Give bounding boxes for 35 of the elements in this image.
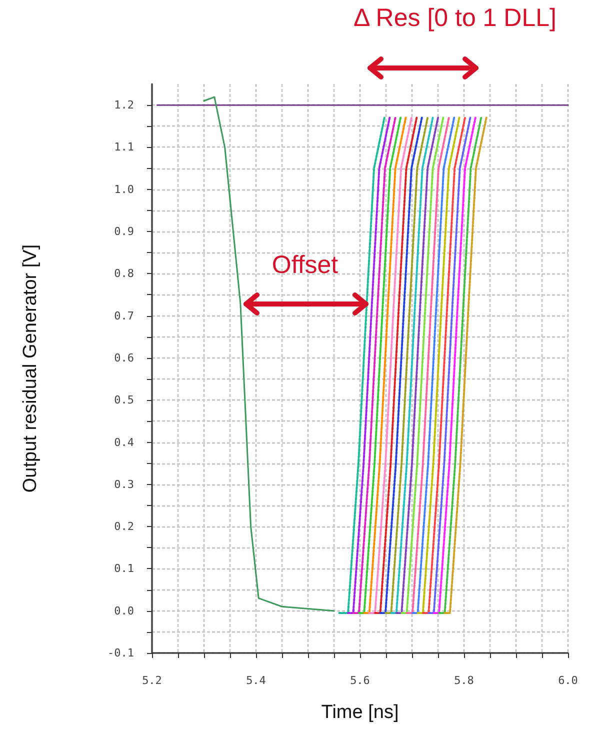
x-tick-label: 5.4 bbox=[246, 674, 266, 687]
line-series bbox=[406, 116, 450, 614]
text: Δ Res [0 to 1 DLL] bbox=[352, 4, 558, 33]
y-tick-label: 0.5 bbox=[114, 394, 134, 407]
line-series bbox=[438, 116, 482, 614]
x-tick-label: 5.8 bbox=[454, 674, 474, 687]
x-tick-label: 5.6 bbox=[350, 674, 370, 687]
y-tick-label: -0.1 bbox=[108, 646, 134, 660]
y-tick-label: 0.7 bbox=[114, 309, 134, 322]
line-series bbox=[368, 116, 412, 614]
y-tick-label: 1.2 bbox=[114, 98, 134, 112]
y-tick-label: 0.1 bbox=[114, 562, 134, 576]
x-tick-label: 6.0 bbox=[558, 674, 578, 687]
annotation: Offset bbox=[270, 251, 340, 280]
y-tick-label: 0.6 bbox=[114, 351, 134, 364]
line-series bbox=[358, 116, 402, 614]
y-tick-label: 0.2 bbox=[114, 520, 134, 534]
line-series bbox=[422, 116, 466, 614]
y-tick-label: 0.8 bbox=[114, 267, 134, 280]
x-tick-label: 5.2 bbox=[142, 674, 162, 687]
line-series bbox=[347, 116, 391, 614]
line-series bbox=[384, 116, 429, 614]
line-series bbox=[363, 116, 407, 614]
y-tick-label: 1.1 bbox=[114, 140, 134, 154]
y-axis-title: Output residual Generator [V] bbox=[20, 244, 41, 493]
line-series bbox=[352, 116, 396, 614]
y-tick-label: 0.0 bbox=[114, 604, 134, 618]
y-tick-label: 0.4 bbox=[114, 436, 134, 449]
y-tick-label: 0.9 bbox=[114, 225, 134, 238]
y-tick-label: 0.3 bbox=[114, 478, 134, 491]
line-series bbox=[338, 116, 386, 614]
x-axis-title: Time [ns] bbox=[321, 702, 399, 723]
line-series bbox=[444, 116, 488, 614]
y-tick-label: 1.0 bbox=[114, 182, 134, 196]
line-series bbox=[400, 116, 444, 614]
